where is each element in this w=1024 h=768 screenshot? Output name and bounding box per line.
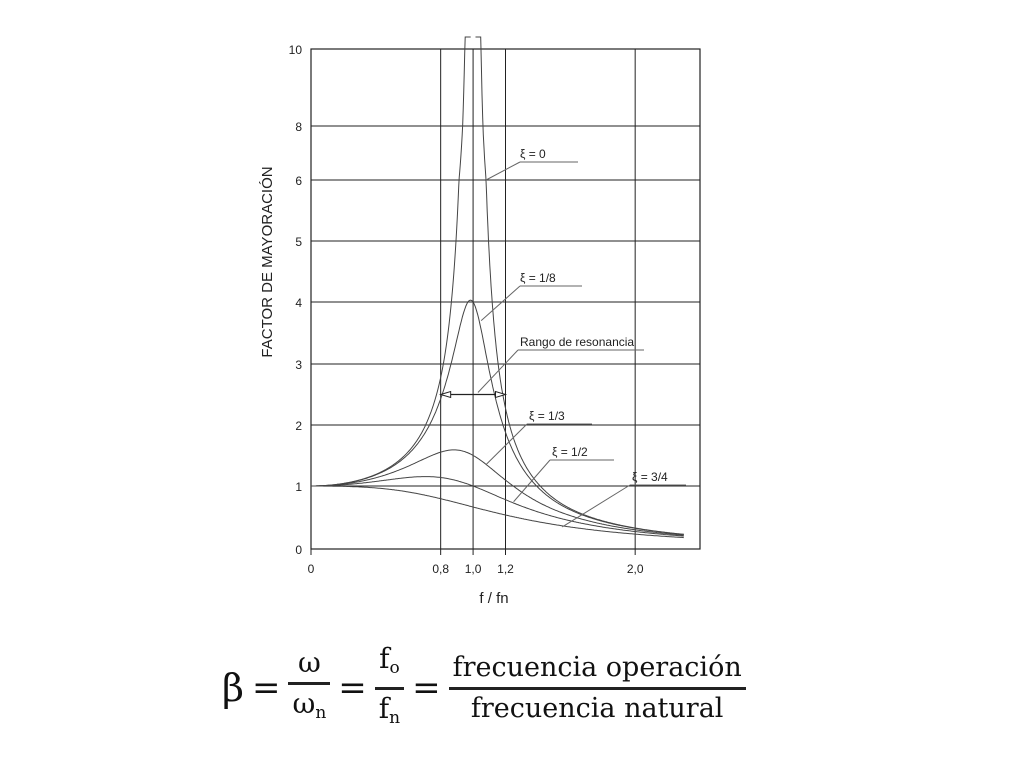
- fraction-bar: [448, 686, 746, 690]
- beta-formula: β = ω ωn = fo fn = frecuencia operación …: [222, 642, 746, 734]
- curve--1-3: [311, 449, 684, 536]
- fraction-bar: [374, 686, 405, 690]
- chart-curves: [311, 36, 684, 539]
- label-leader-line: [480, 285, 521, 321]
- x-tick-label: 0,8: [432, 562, 449, 576]
- label-leader-line: [513, 459, 551, 503]
- x-tick-label: 2,0: [627, 562, 644, 576]
- series-label: ξ = 0: [520, 147, 546, 161]
- arrowhead-right: [495, 390, 508, 399]
- x-tick-label: 1,0: [465, 562, 482, 576]
- series-label: ξ = 1/3: [529, 409, 565, 423]
- x-tick-label: 1,2: [497, 562, 514, 576]
- x-axis-label: f / fn: [479, 590, 508, 607]
- curve--3-4: [311, 485, 684, 539]
- label-leader-line: [561, 484, 631, 528]
- equals-sign: =: [412, 668, 441, 708]
- omega-n-denominator: ωn: [292, 687, 327, 723]
- label-leader-line: [485, 423, 528, 466]
- series-label: ξ = 1/2: [552, 445, 588, 459]
- omega-numerator: ω: [297, 646, 321, 679]
- resonance-range-label: Rango de resonancia: [520, 335, 634, 349]
- curve--1-2: [311, 476, 684, 537]
- frequency-fraction: fo fn: [374, 640, 405, 737]
- y-axis-label: FACTOR DE MAYORACIÓN: [259, 166, 276, 357]
- equals-sign: =: [338, 668, 367, 708]
- equals-sign: =: [251, 668, 281, 708]
- operating-frequency-text: frecuencia operación: [452, 651, 742, 683]
- curve--0: [311, 36, 471, 487]
- label-leader-line: [485, 161, 521, 181]
- omega-fraction: ω ωn: [288, 644, 331, 732]
- y-tick-label: 0: [295, 543, 302, 557]
- y-tick-label: 8: [295, 120, 302, 134]
- natural-frequency-text: frecuencia natural: [470, 692, 724, 724]
- curve--1-8: [311, 299, 684, 535]
- fn-denominator: fn: [378, 691, 401, 728]
- chart-grid: [310, 48, 701, 555]
- arrowhead-left: [438, 390, 452, 399]
- series-label: ξ = 1/8: [520, 271, 556, 285]
- chart-ticks: 0 1 2 3 4 5 6 8 10 0 0,8 1,0 1,2 2,0: [289, 43, 644, 576]
- y-tick-label: 3: [295, 358, 302, 372]
- y-tick-label: 6: [295, 174, 302, 188]
- series-label: ξ = 3/4: [632, 470, 668, 484]
- label-leader-line: [477, 349, 519, 393]
- fraction-bar: [288, 682, 331, 685]
- y-tick-label: 4: [295, 296, 302, 310]
- y-tick-label: 1: [295, 480, 302, 494]
- y-tick-label: 2: [295, 419, 302, 433]
- y-tick-label: 5: [295, 235, 302, 249]
- beta-symbol: β: [222, 666, 244, 710]
- x-tick-label: 0: [308, 562, 315, 576]
- text-fraction: frecuencia operación frecuencia natural: [448, 649, 746, 728]
- y-tick-label: 10: [289, 43, 303, 57]
- chart-annotations: ξ = 0 ξ = 1/8 ξ = 1/3 ξ = 1/2 ξ = 3/4 Rango d…: [438, 147, 686, 528]
- f0-numerator: fo: [379, 641, 400, 678]
